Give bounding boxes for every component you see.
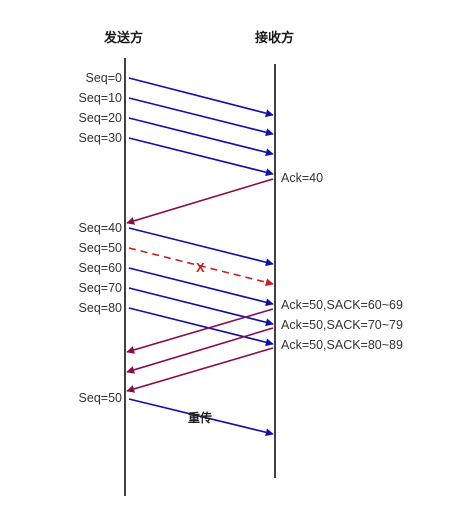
segment-arrow-seq-80 bbox=[128, 307, 274, 347]
sack-arrow-60-69 bbox=[126, 308, 274, 354]
segment-arrow-seq-60 bbox=[128, 267, 274, 307]
seq-label: Seq=80 bbox=[79, 301, 122, 315]
retransmit-label: 重传 bbox=[188, 410, 212, 425]
ack-label: Ack=40 bbox=[281, 171, 323, 185]
segment-arrow-seq-70 bbox=[128, 287, 274, 327]
seq-label: Seq=20 bbox=[79, 111, 122, 125]
receiver-header: 接收方 bbox=[255, 30, 294, 46]
lost-segment-arrow-seq-50 bbox=[128, 247, 274, 287]
segment-arrow-seq-20 bbox=[128, 117, 274, 157]
sack-arrow-80-89 bbox=[126, 347, 274, 393]
sender-header: 发送方 bbox=[103, 30, 143, 46]
ack-label: Ack=50,SACK=80~89 bbox=[281, 338, 403, 352]
seq-label: Seq=30 bbox=[79, 131, 122, 145]
seq-label: Seq=50 bbox=[79, 391, 122, 405]
segment-arrow-seq-40 bbox=[128, 227, 274, 267]
seq-label: Seq=60 bbox=[79, 261, 122, 275]
seq-label: Seq=10 bbox=[79, 91, 122, 105]
ack-label: Ack=50,SACK=70~79 bbox=[281, 318, 403, 332]
seq-label: Seq=0 bbox=[86, 71, 123, 85]
ack-label: Ack=50,SACK=60~69 bbox=[281, 298, 403, 312]
seq-label: Seq=70 bbox=[79, 281, 122, 295]
segment-arrow-seq-0 bbox=[128, 77, 274, 118]
sack-arrow-70-79 bbox=[126, 327, 274, 374]
seq-label: Seq=50 bbox=[79, 241, 122, 255]
ack-arrow-40 bbox=[126, 178, 274, 225]
segment-arrow-seq-30 bbox=[128, 137, 274, 177]
retransmit-arrow-seq-50 bbox=[128, 398, 274, 437]
segment-arrow-seq-10 bbox=[128, 97, 274, 137]
seq-label: Seq=40 bbox=[79, 221, 122, 235]
loss-mark: X bbox=[196, 260, 205, 275]
